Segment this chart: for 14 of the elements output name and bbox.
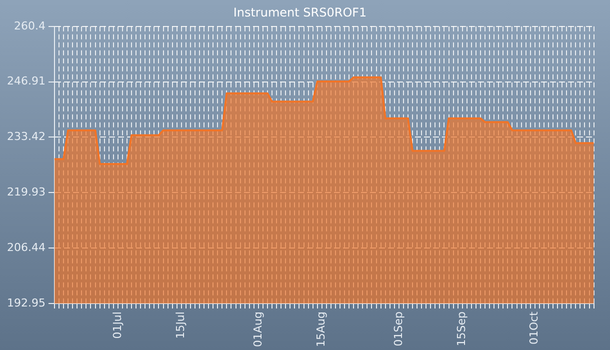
- x-tick-label: 01Sep: [392, 312, 405, 346]
- y-tick-label: 219.93: [6, 186, 46, 199]
- y-tick-label: 206.44: [6, 240, 46, 254]
- y-tick-label: 233.42: [6, 130, 46, 144]
- y-tick-label: 260.4: [14, 19, 46, 32]
- chart-title: Instrument SRS0ROF1: [233, 5, 367, 20]
- y-tick-label: 192.95: [6, 296, 46, 310]
- x-tick-label: 15Sep: [455, 312, 468, 346]
- x-tick-label: 01Jul: [110, 312, 124, 339]
- x-tick-label: 15Jul: [174, 312, 188, 339]
- x-tick-label: 01Oct: [528, 310, 541, 345]
- x-tick-label: 15Aug: [314, 312, 328, 348]
- y-tick-label: 246.91: [6, 74, 46, 88]
- x-tick-label: 01Aug: [251, 312, 264, 348]
